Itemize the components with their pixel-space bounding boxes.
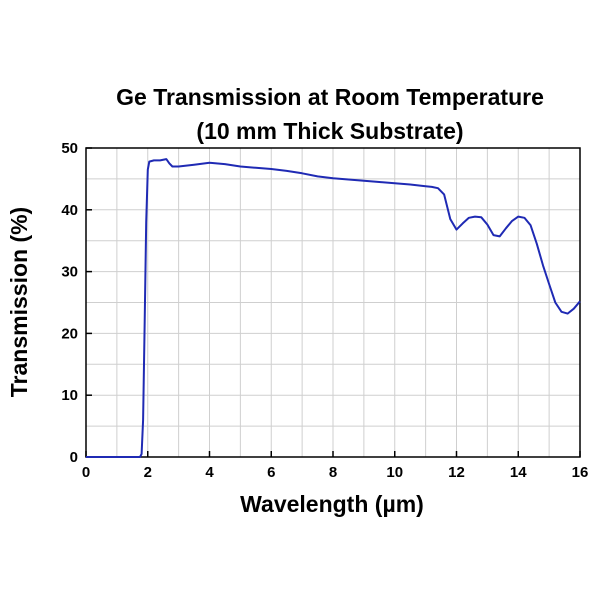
x-tick-label: 16 bbox=[572, 464, 589, 481]
x-tick-label: 4 bbox=[205, 464, 214, 481]
y-tick-label: 30 bbox=[61, 264, 78, 281]
x-axis-label: Wavelength (µm) bbox=[240, 491, 424, 517]
y-tick-label: 10 bbox=[61, 387, 78, 404]
y-tick-label: 40 bbox=[61, 202, 78, 219]
x-tick-label: 14 bbox=[510, 464, 527, 481]
y-tick-label: 50 bbox=[61, 140, 78, 157]
x-tick-label: 10 bbox=[386, 464, 403, 481]
series-line bbox=[86, 158, 581, 458]
chart-title: Ge Transmission at Room Temperature bbox=[116, 84, 544, 110]
x-tick-label: 0 bbox=[82, 464, 90, 481]
x-tick-label: 12 bbox=[448, 464, 465, 481]
series-group bbox=[86, 158, 581, 458]
y-tick-label: 20 bbox=[61, 325, 78, 342]
axis-ticks: 0 2 4 6 8 10 12 14 16 0 10 20 30 40 50 bbox=[61, 140, 588, 481]
x-tick-label: 2 bbox=[144, 464, 152, 481]
y-tick-label: 0 bbox=[70, 449, 78, 466]
x-tick-label: 6 bbox=[267, 464, 275, 481]
y-axis-label: Transmission (%) bbox=[6, 207, 32, 397]
grid-lines bbox=[85, 147, 581, 458]
chart-subtitle: (10 mm Thick Substrate) bbox=[196, 118, 463, 144]
x-tick-label: 8 bbox=[329, 464, 337, 481]
